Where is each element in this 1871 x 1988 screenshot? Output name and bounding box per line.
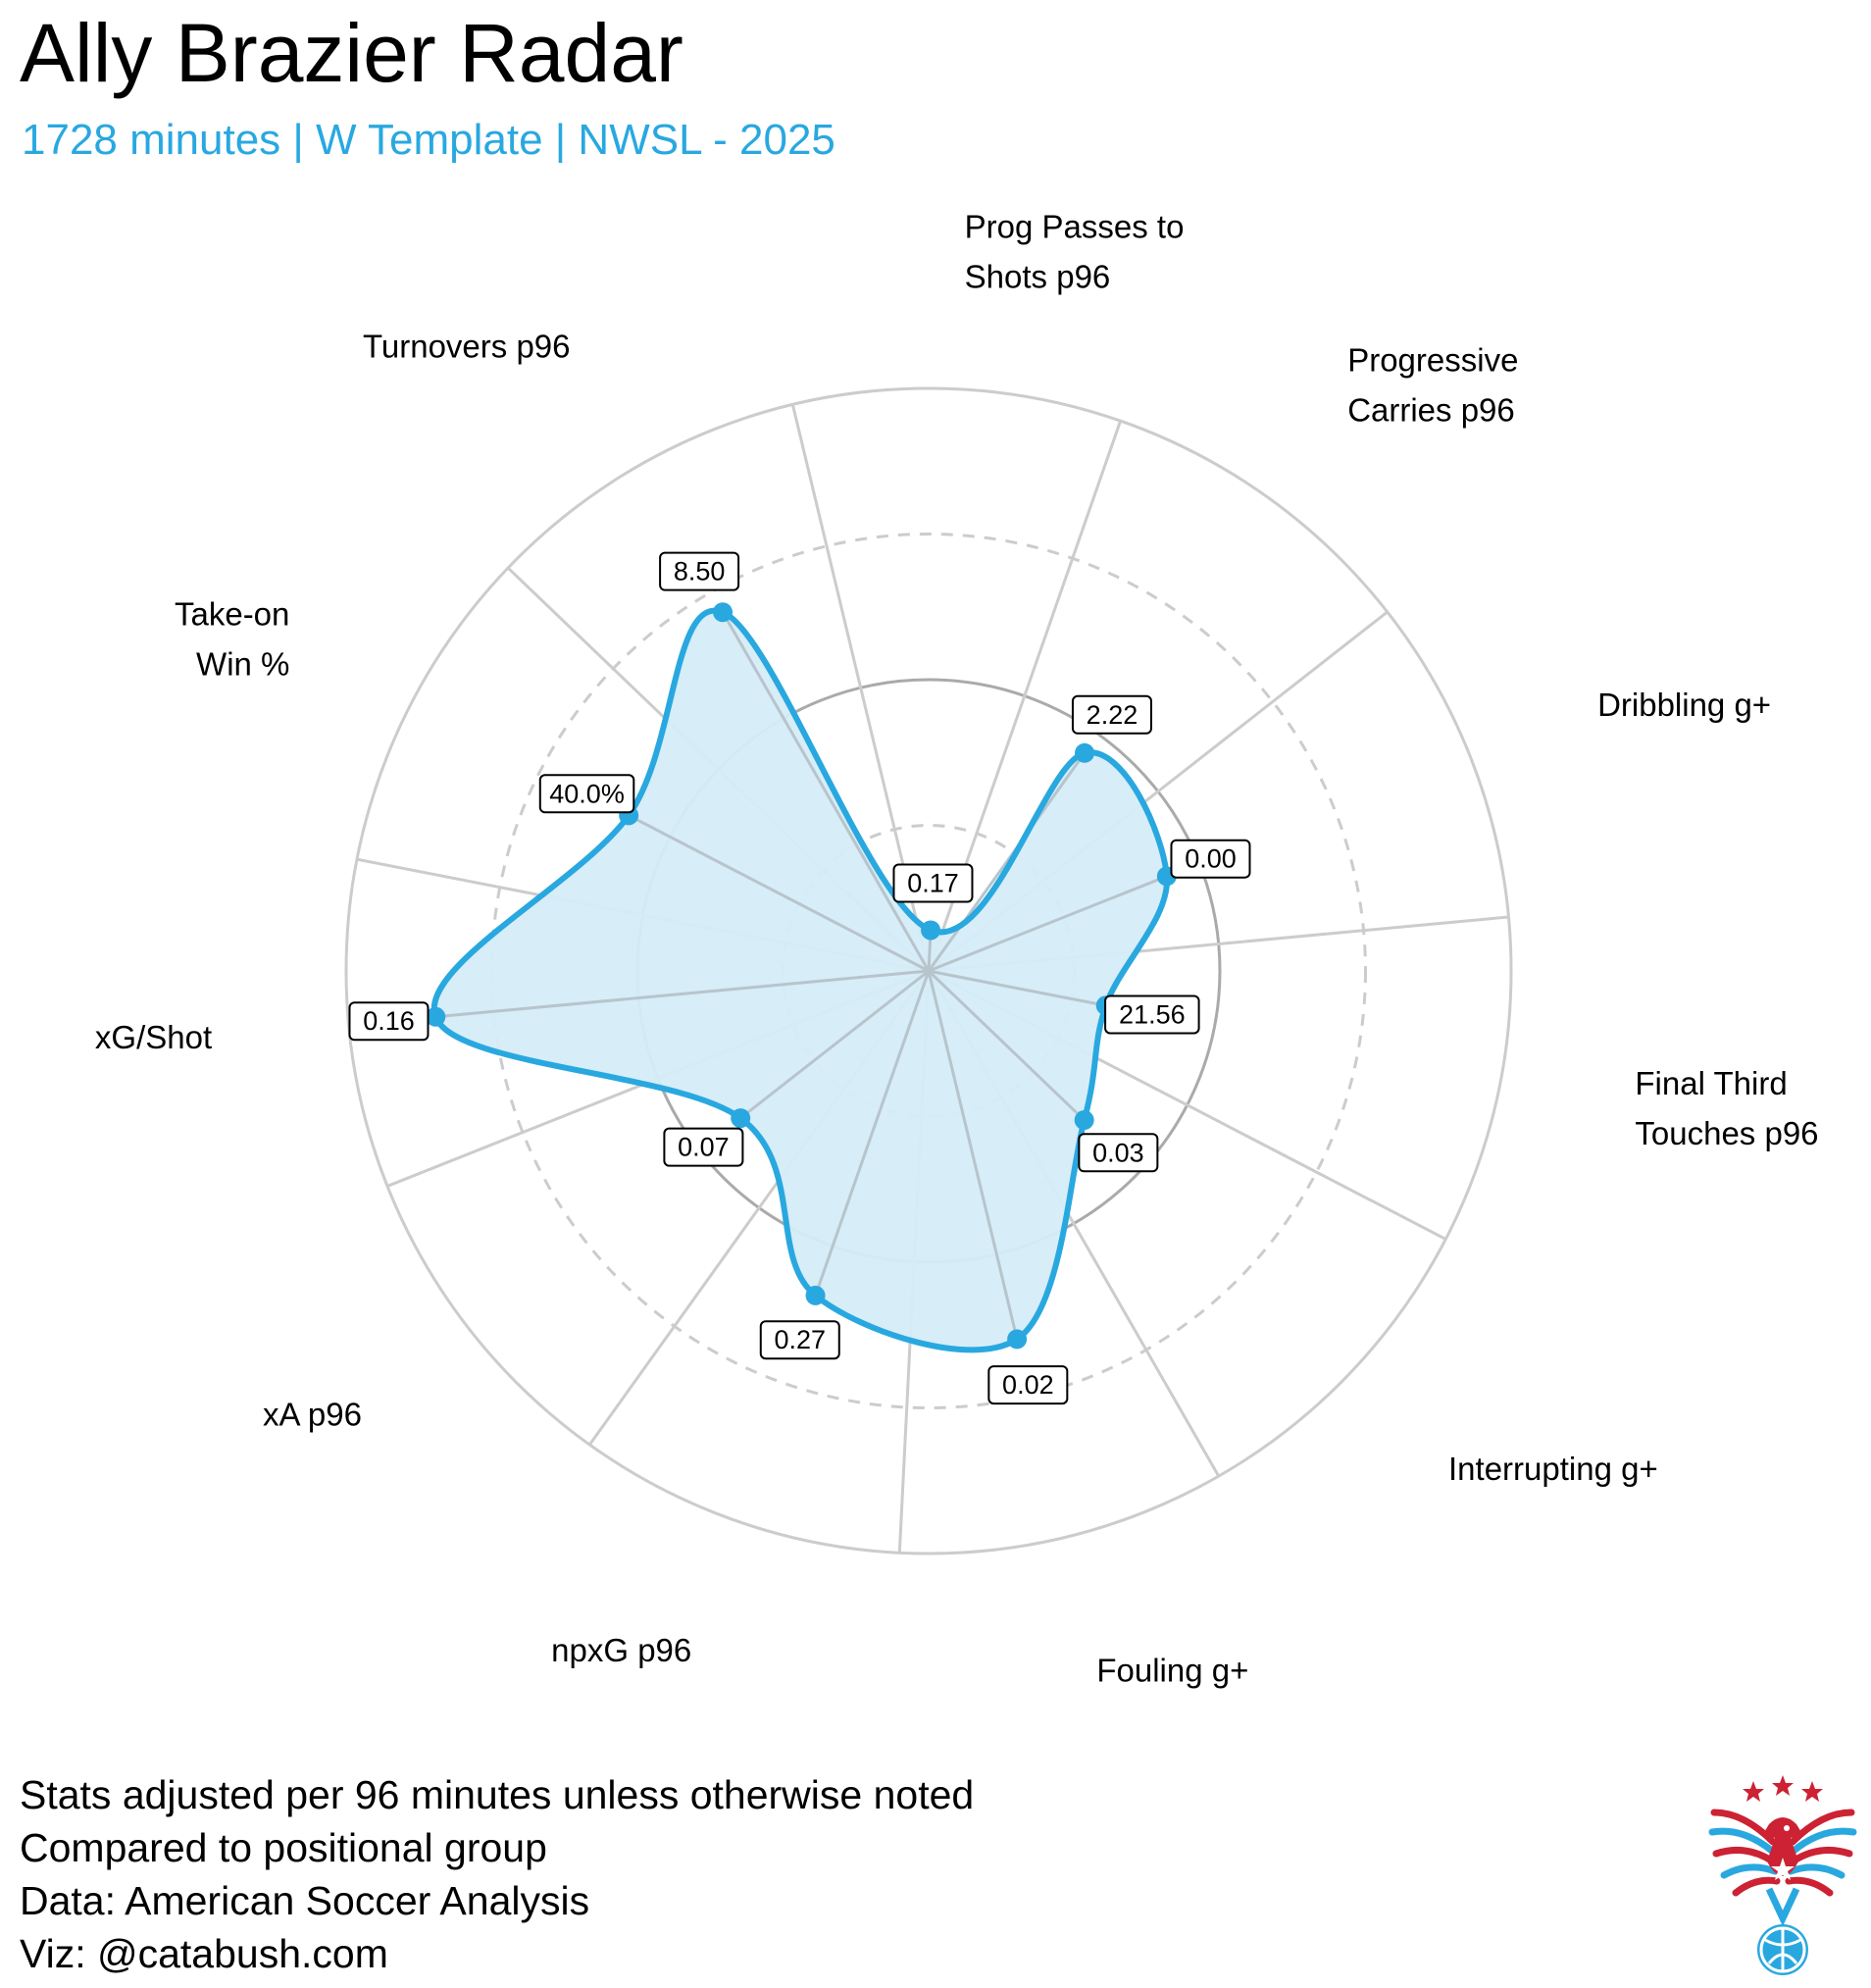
axis-label: Interrupting g+ <box>1448 1451 1658 1487</box>
value-label-box <box>759 1320 840 1360</box>
radar-area <box>433 610 1168 1351</box>
axis-label: xG/Shot <box>95 1019 212 1055</box>
data-point <box>731 1108 751 1129</box>
axis-label-line: npxG p96 <box>551 1632 691 1668</box>
axis-label-line: Fouling g+ <box>1096 1653 1248 1689</box>
value-label: 0.03 <box>1078 1133 1159 1173</box>
axis-label: Final Third Touches p96 <box>1635 1065 1818 1151</box>
metric-spoke <box>814 970 931 1297</box>
axis-label-line: Progressive <box>1347 342 1518 379</box>
value-label-text: 8.50 <box>674 557 726 586</box>
metric-spoke <box>435 969 930 1019</box>
value-label-text: 0.27 <box>774 1325 826 1354</box>
value-label-box <box>659 551 740 591</box>
axis-label-line: Win % <box>196 646 289 683</box>
value-label-text: 0.03 <box>1092 1138 1144 1167</box>
value-label: 40.0% <box>538 774 635 814</box>
value-label-text: 2.22 <box>1087 700 1138 730</box>
data-point <box>805 1285 826 1305</box>
axis-label-line: xA p96 <box>263 1396 362 1432</box>
value-label-text: 0.17 <box>907 869 959 898</box>
chart-title: Ally Brazier Radar <box>20 7 683 99</box>
axis-labels: Prog Passes to Shots p96 Progressive Carrie… <box>95 208 1819 1688</box>
data-point <box>921 920 941 941</box>
value-label: 0.02 <box>987 1365 1069 1405</box>
axis-label-line: Prog Passes to <box>965 208 1185 244</box>
metric-spoke <box>927 969 1086 1122</box>
value-label: 0.27 <box>759 1320 840 1360</box>
footnote-viz-credit: Viz: @catabush.com <box>20 1931 388 1976</box>
value-label-text: 40.0% <box>549 779 625 808</box>
metric-spoke <box>928 969 1107 1007</box>
axis-label-line: Final Third <box>1635 1065 1787 1101</box>
axis-label: Prog Passes to Shots p96 <box>965 208 1185 294</box>
value-label-box <box>1104 994 1200 1035</box>
value-labels: 0.17 2.22 0.00 21.56 0.03 0.02 0.27 0.07 0.16 40.… <box>348 551 1251 1405</box>
axis-label: Fouling g+ <box>1096 1653 1248 1689</box>
axis-label: xA p96 <box>263 1396 362 1432</box>
axis-label-line: Shots p96 <box>965 258 1111 294</box>
footnote-comparison: Compared to positional group <box>20 1825 547 1870</box>
value-label-box <box>663 1127 744 1167</box>
ring-100 <box>344 386 1513 1555</box>
axis-label: Progressive Carries p96 <box>1347 342 1518 429</box>
radar-chart: 0.17 2.22 0.00 21.56 0.03 0.02 0.27 0.07 0.16 40.… <box>95 208 1819 1688</box>
value-label: 21.56 <box>1104 994 1200 1035</box>
value-label-box <box>538 774 635 814</box>
value-label-text: 0.07 <box>678 1133 730 1162</box>
value-label: 0.16 <box>348 1001 430 1042</box>
data-point <box>713 602 733 623</box>
axis-label: npxG p96 <box>551 1632 691 1668</box>
value-label-box <box>987 1365 1069 1405</box>
metric-spoke <box>721 611 931 972</box>
value-label-box <box>1071 694 1152 735</box>
axis-label-line: Touches p96 <box>1635 1115 1818 1151</box>
metric-spoke <box>927 970 1019 1340</box>
axis-label-line: Dribbling g+ <box>1597 687 1771 723</box>
data-point <box>1075 742 1095 763</box>
metric-spoke <box>739 969 930 1120</box>
metric-spoke <box>928 875 1168 973</box>
axis-label: Take-on Win % <box>175 596 289 683</box>
eagle-soccer-ball-logo-icon <box>1708 1775 1857 1975</box>
axis-label: Turnovers p96 <box>363 328 571 364</box>
data-point <box>1007 1329 1028 1350</box>
metric-spoke <box>628 814 930 973</box>
axis-label-line: Turnovers p96 <box>363 328 571 364</box>
axis-label: Dribbling g+ <box>1597 687 1771 723</box>
value-label-text: 0.00 <box>1185 844 1237 874</box>
value-label: 0.17 <box>892 863 974 903</box>
value-label-box <box>892 863 974 903</box>
value-label: 2.22 <box>1071 694 1152 735</box>
footnote-adjustment: Stats adjusted per 96 minutes unless oth… <box>20 1772 975 1817</box>
value-label-text: 21.56 <box>1119 999 1186 1029</box>
value-label-box <box>348 1001 430 1042</box>
axis-label-line: Interrupting g+ <box>1448 1451 1658 1487</box>
axis-label-line: Carries p96 <box>1347 392 1515 429</box>
axis-label-line: xG/Shot <box>95 1019 212 1055</box>
value-label-text: 0.02 <box>1002 1370 1054 1400</box>
axis-label-line: Take-on <box>175 596 289 633</box>
radar-shape <box>430 607 1170 1353</box>
value-label-text: 0.16 <box>363 1006 415 1036</box>
footnote-data-source: Data: American Soccer Analysis <box>20 1878 590 1923</box>
value-label: 0.07 <box>663 1127 744 1167</box>
metric-spoke <box>927 751 1087 972</box>
footnotes: Stats adjusted per 96 minutes unless oth… <box>20 1768 974 1980</box>
value-label: 0.00 <box>1170 839 1251 879</box>
value-label-box <box>1078 1133 1159 1173</box>
data-point <box>1074 1110 1094 1131</box>
ring-75 <box>490 533 1367 1409</box>
data-point <box>426 1006 446 1027</box>
value-label-box <box>1170 839 1251 879</box>
value-label: 8.50 <box>659 551 740 591</box>
chart-subtitle: 1728 minutes | W Template | NWSL - 2025 <box>22 116 835 164</box>
